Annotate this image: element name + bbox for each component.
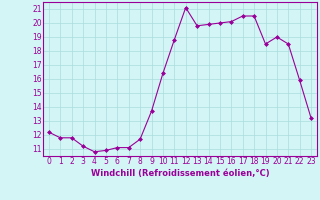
X-axis label: Windchill (Refroidissement éolien,°C): Windchill (Refroidissement éolien,°C) <box>91 169 269 178</box>
